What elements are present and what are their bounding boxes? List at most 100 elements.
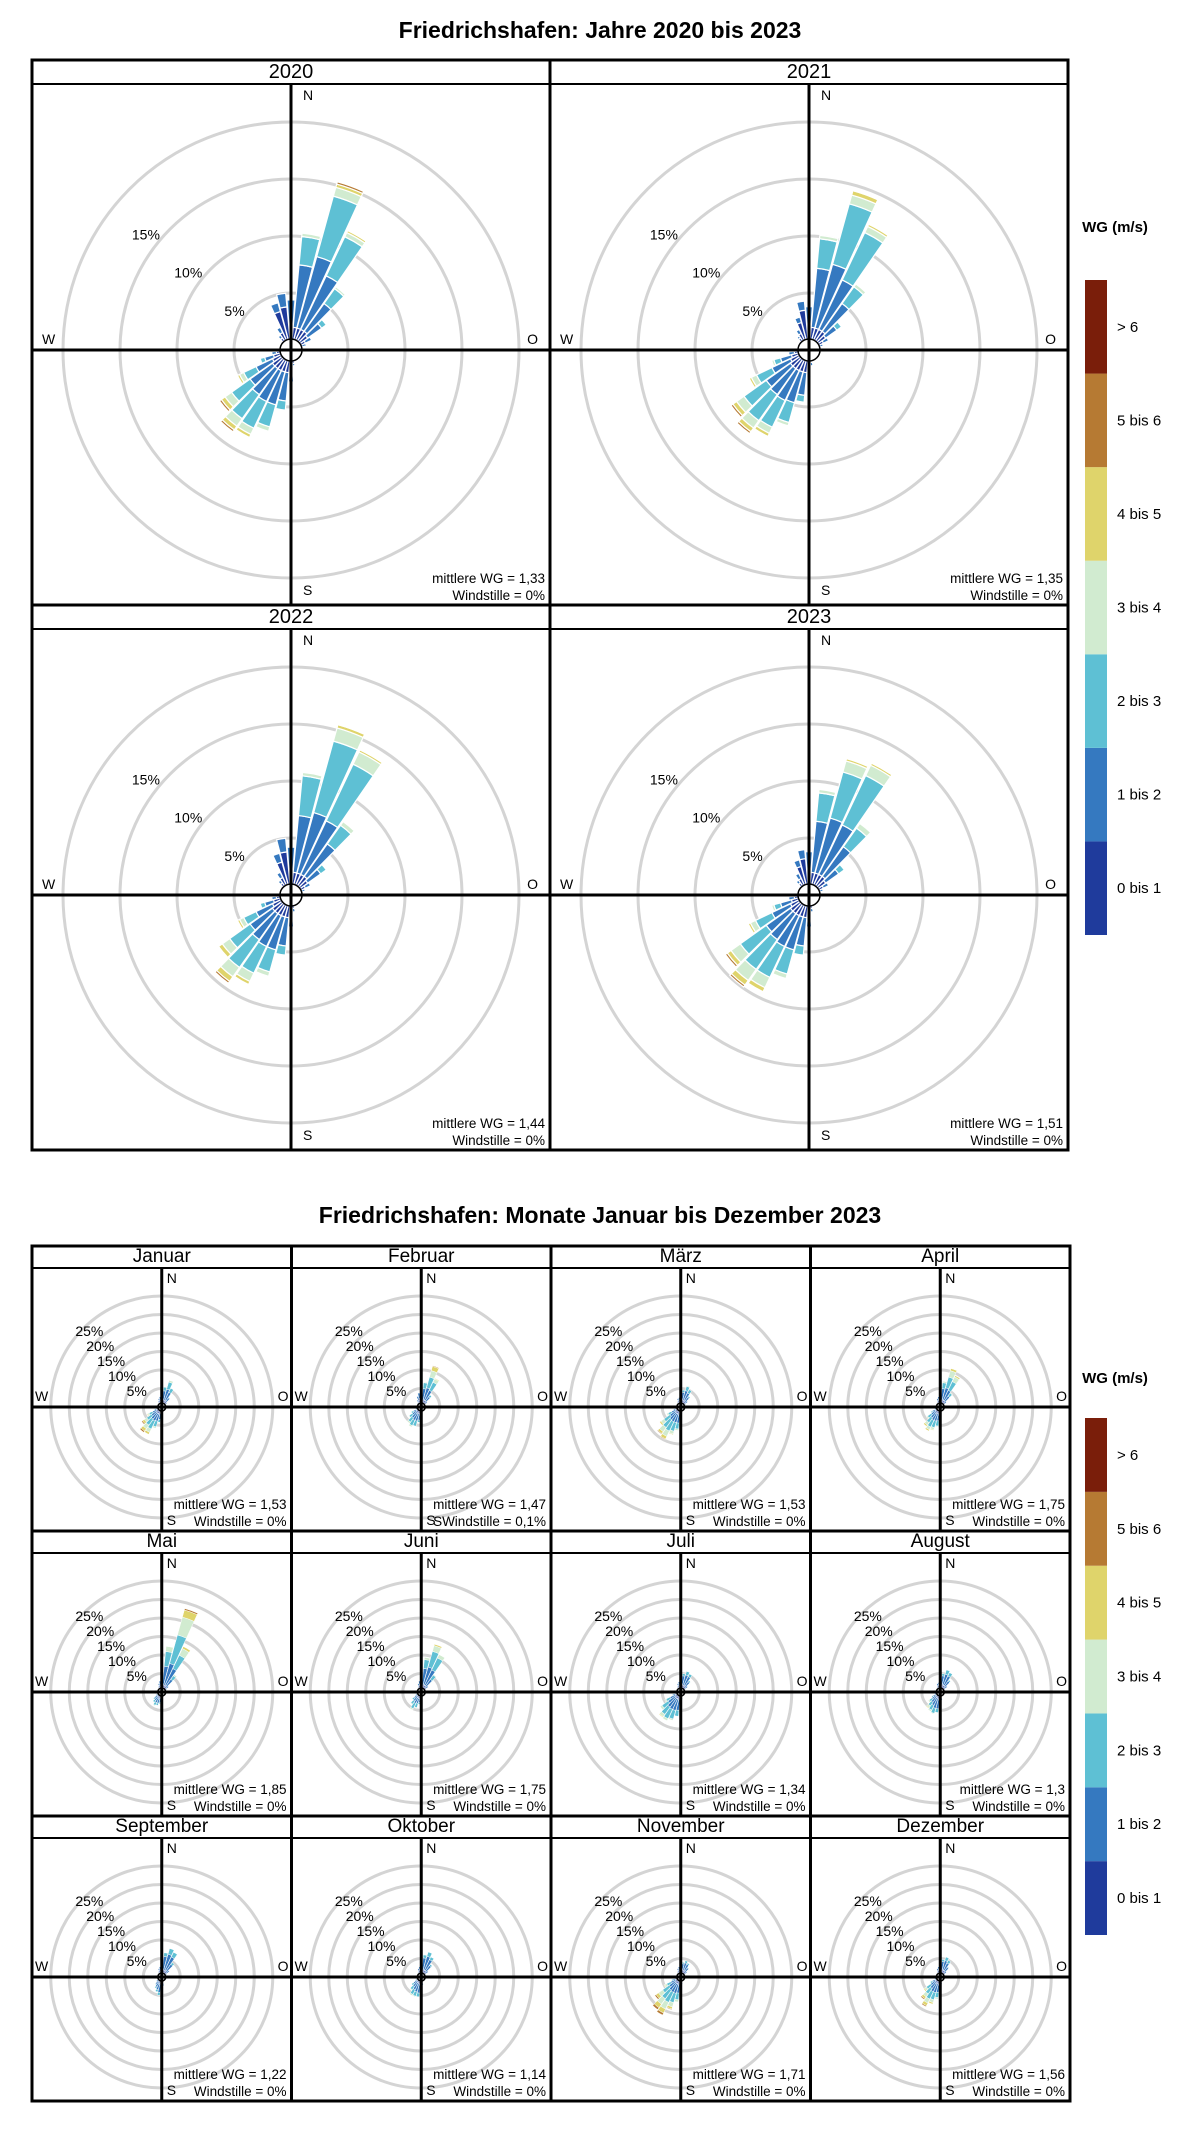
direction-label-east: O (797, 1958, 808, 1974)
bar-m-rz-dir-250-bin-2 (672, 1408, 675, 1411)
bar-oktober-dir-200-bin-3 (412, 1994, 417, 1998)
wind-rose-panel-juni: Juni N O S W 5%10%15%20%25% mittlere WG = 1,75… (290, 1529, 553, 1818)
bar-2023-dir-20-bin-4 (845, 757, 869, 770)
bar-november-dir-10-bin-2 (681, 1961, 685, 1965)
bar-januar-dir-250-bin-2 (153, 1408, 156, 1411)
ring-label-25: 25% (854, 1323, 882, 1339)
legend-label-5-bis-6: 5 bis 6 (1117, 412, 1161, 429)
bar-2022-dir-190-bin-2 (275, 943, 287, 956)
bar-2021-dir-50-bin-2 (832, 321, 843, 332)
bar-mai-dir-20-bin-5 (184, 1608, 199, 1615)
direction-label-west: W (295, 1673, 309, 1689)
ring-label-10: 10% (886, 1653, 914, 1669)
direction-label-west: W (35, 1673, 49, 1689)
ring-label-25: 25% (335, 1608, 363, 1624)
direction-label-west: W (42, 331, 56, 347)
panel-title-april: April (921, 1246, 959, 1267)
direction-label-east: O (527, 876, 538, 892)
wind-rose-panel-2023: 2023 N O S W 5% 10% 15% mittlere WG = 1,51 Windst… (548, 603, 1070, 1152)
ring-label-20: 20% (86, 1623, 114, 1639)
bar-2023-dir-350-bin-1 (796, 848, 807, 861)
bar-2023-dir-260-bin-1 (787, 895, 796, 901)
direction-label-south: S (303, 582, 312, 598)
panel-title-2021: 2021 (787, 61, 832, 83)
bar-september-dir-10-bin-2 (163, 1952, 169, 1958)
direction-label-south: S (821, 582, 830, 598)
bar-januar-dir-230-bin-5 (141, 1420, 146, 1425)
direction-label-north: N (821, 87, 831, 103)
mean-speed-note: mittlere WG = 1,35 (950, 571, 1063, 586)
panel-title-august: August (911, 1531, 971, 1552)
bar-september-dir-50-bin-1 (165, 1970, 170, 1975)
bar-2022-dir-350-bin-1 (275, 837, 288, 854)
bar-2020-dir-190-bin-2 (275, 398, 287, 411)
ring-label-20: 20% (346, 1338, 374, 1354)
bar-2020-dir-260-bin-1 (271, 350, 278, 356)
direction-label-south: S (945, 1512, 954, 1528)
panel-title-m-rz: März (660, 1246, 702, 1267)
bar-april-dir-190-bin-3 (934, 1425, 939, 1428)
direction-label-north: N (303, 87, 313, 103)
bar-september-dir-20-bin-2 (167, 1948, 175, 1956)
bar-2023-dir-190-bin-2 (793, 943, 805, 956)
panel-title-juni: Juni (404, 1531, 439, 1552)
calm-note: Windstille = 0% (453, 1799, 546, 1814)
bar-2021-dir-210-bin-5 (753, 427, 769, 439)
bar-2020-dir-50-bin-2 (316, 318, 328, 330)
ring-label-10: 10% (627, 1653, 655, 1669)
calm-note: Windstille = 0% (453, 2084, 546, 2099)
bar-juni-dir-30-bin-3 (437, 1654, 446, 1662)
bar-november-dir-40-bin-2 (686, 1967, 690, 1970)
bar-dezember-dir-210-bin-5 (921, 2002, 927, 2008)
bar-februar-dir-20-bin-5 (432, 1365, 440, 1369)
bar-2020-dir-230-bin-5 (218, 398, 231, 413)
bar-september-dir-220-bin-2 (154, 1982, 157, 1986)
bar-november-dir-50-bin-1 (684, 1971, 688, 1975)
bar-november-dir-210-bin-5 (656, 2009, 664, 2016)
ring-label-10: 10% (692, 265, 720, 281)
bar-juli-dir-200-bin-3 (668, 1717, 674, 1721)
bar-2022-dir-340-bin-1 (272, 852, 283, 865)
bar-februar-dir-10-bin-3 (423, 1381, 428, 1384)
mean-speed-note: mittlere WG = 1,44 (432, 1116, 545, 1131)
bar-2020-dir-200-bin-3 (255, 421, 271, 433)
bar-januar-dir-30-bin-2 (168, 1387, 174, 1394)
direction-label-north: N (686, 1840, 696, 1856)
direction-label-south: S (426, 2082, 435, 2098)
direction-label-north: N (303, 632, 313, 648)
bar-juni-dir-220-bin-3 (409, 1702, 414, 1706)
ring-label-20: 20% (86, 1908, 114, 1924)
bar-oktober-dir-30-bin-2 (429, 1956, 435, 1962)
bar-november-dir-190-bin-3 (674, 1998, 679, 2003)
ring-label-10: 10% (627, 1938, 655, 1954)
bar-november-dir-20-bin-2 (684, 1960, 689, 1964)
ring-label-25: 25% (594, 1893, 622, 1909)
bar-2022-dir-20-bin-5 (337, 722, 366, 736)
wind-rose-panel-m-rz: März N O S W 5%10%15%20%25% mittlere WG = 1,53… (549, 1244, 812, 1533)
ring-label-20: 20% (605, 1908, 633, 1924)
mean-speed-note: mittlere WG = 1,3 (960, 1782, 1065, 1797)
legend-label-6: > 6 (1117, 319, 1138, 336)
bar-dezember-dir-240-bin-3 (929, 1981, 932, 1985)
bar-2020-dir-30-bin-5 (346, 228, 368, 242)
direction-label-south: S (686, 1512, 695, 1528)
direction-label-west: W (295, 1958, 309, 1974)
bar-februar-dir-50-bin-1 (424, 1401, 428, 1405)
direction-label-south: S (821, 1127, 830, 1143)
bar-mai-dir-220-bin-2 (152, 1699, 157, 1703)
bar-m-rz-dir-40-bin-2 (687, 1395, 691, 1399)
panel-title-2023: 2023 (787, 606, 832, 628)
legend-swatch-5-bis-6 (1085, 373, 1107, 468)
mean-speed-note: mittlere WG = 1,56 (952, 2067, 1065, 2082)
direction-label-north: N (686, 1555, 696, 1571)
calm-note: Windstille = 0% (970, 1133, 1063, 1148)
mean-speed-note: mittlere WG = 1,47 (433, 1497, 546, 1512)
direction-label-north: N (426, 1555, 436, 1571)
bar-2021-dir-10-bin-3 (818, 234, 839, 243)
ring-label-5: 5% (224, 303, 244, 319)
direction-label-west: W (295, 1388, 309, 1404)
bar-september-dir-30-bin-2 (170, 1951, 178, 1960)
direction-label-south: S (167, 1797, 176, 1813)
bar-mai-dir-230-bin-2 (152, 1696, 156, 1700)
